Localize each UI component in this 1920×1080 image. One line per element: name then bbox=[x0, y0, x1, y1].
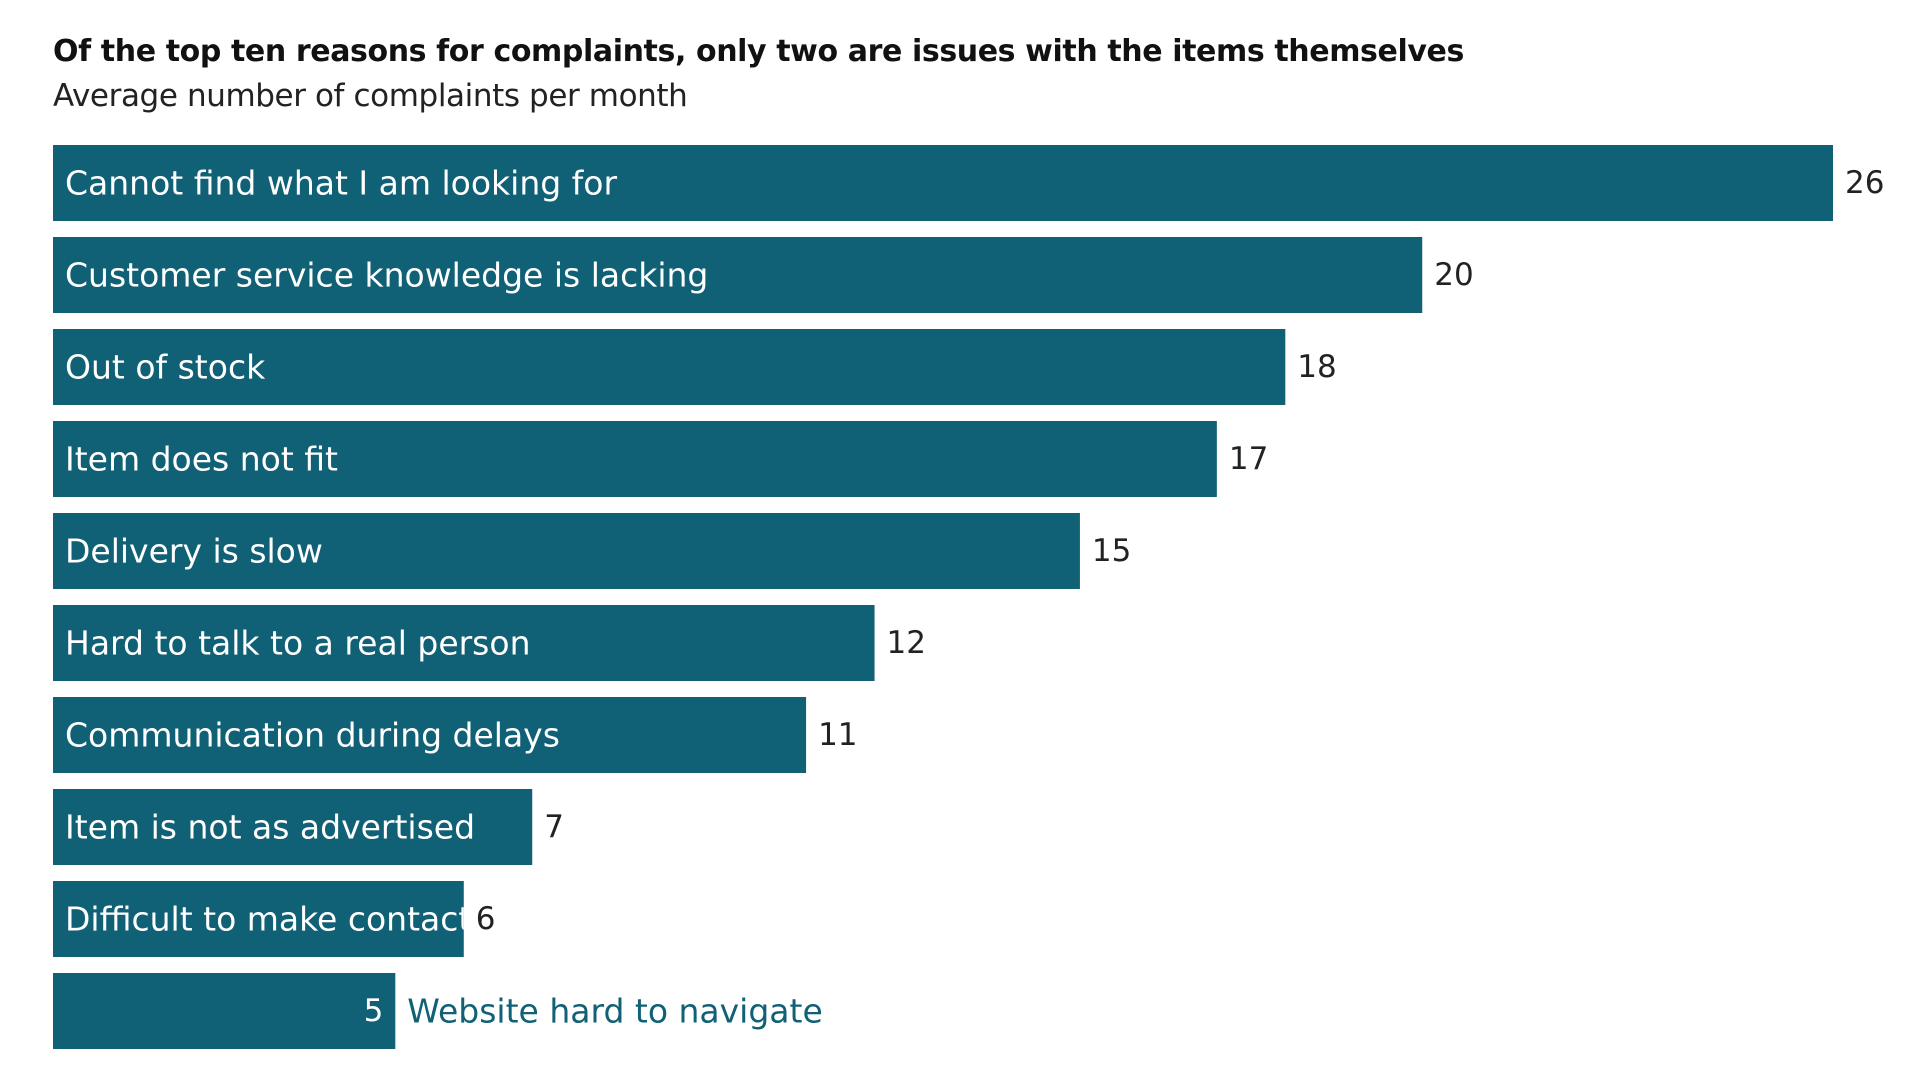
value-label: 26 bbox=[1845, 165, 1884, 201]
value-label: 12 bbox=[887, 625, 926, 661]
value-label: 18 bbox=[1297, 349, 1336, 385]
bar-group: Out of stock 18 bbox=[53, 329, 1337, 405]
category-label: Website hard to navigate bbox=[407, 992, 822, 1031]
category-label: Out of stock bbox=[65, 348, 266, 387]
category-label: Communication during delays bbox=[65, 716, 560, 755]
bar-group: 5 Website hard to navigate bbox=[53, 973, 823, 1049]
value-label: 15 bbox=[1092, 533, 1131, 569]
bar bbox=[53, 605, 875, 681]
bar-group: Difficult to make contact 6 bbox=[53, 881, 496, 957]
category-label: Hard to talk to a real person bbox=[65, 624, 530, 663]
bar bbox=[53, 421, 1217, 497]
value-label: 7 bbox=[544, 809, 564, 845]
bar bbox=[53, 237, 1423, 313]
bar-group: Communication during delays 11 bbox=[53, 697, 858, 773]
bar bbox=[53, 145, 1833, 221]
value-label: 6 bbox=[476, 901, 496, 937]
category-label: Difficult to make contact bbox=[65, 900, 471, 939]
category-label: Customer service knowledge is lacking bbox=[65, 256, 708, 295]
value-label: 17 bbox=[1229, 441, 1268, 477]
value-label: 11 bbox=[818, 717, 857, 753]
chart-title: Of the top ten reasons for complaints, o… bbox=[53, 34, 1464, 69]
category-label: Cannot find what I am looking for bbox=[65, 164, 617, 203]
value-label: 20 bbox=[1434, 257, 1473, 293]
bar bbox=[53, 513, 1080, 589]
category-label: Delivery is slow bbox=[65, 532, 323, 571]
bar bbox=[53, 789, 533, 865]
bar-group: Item is not as advertised 7 bbox=[53, 789, 564, 865]
bar bbox=[53, 329, 1286, 405]
bar-group: Cannot find what I am looking for 26 bbox=[53, 145, 1884, 221]
chart-subtitle: Average number of complaints per month bbox=[53, 78, 688, 114]
bar bbox=[53, 697, 807, 773]
bar bbox=[53, 973, 396, 1049]
category-label: Item does not fit bbox=[65, 440, 338, 479]
bar-group: Customer service knowledge is lacking 20 bbox=[53, 237, 1474, 313]
category-label: Item is not as advertised bbox=[65, 808, 475, 847]
bar-group: Item does not fit 17 bbox=[53, 421, 1268, 497]
bar-group: Hard to talk to a real person 12 bbox=[53, 605, 926, 681]
bar-group: Delivery is slow 15 bbox=[53, 513, 1131, 589]
value-label: 5 bbox=[364, 993, 384, 1029]
bar bbox=[53, 881, 464, 957]
